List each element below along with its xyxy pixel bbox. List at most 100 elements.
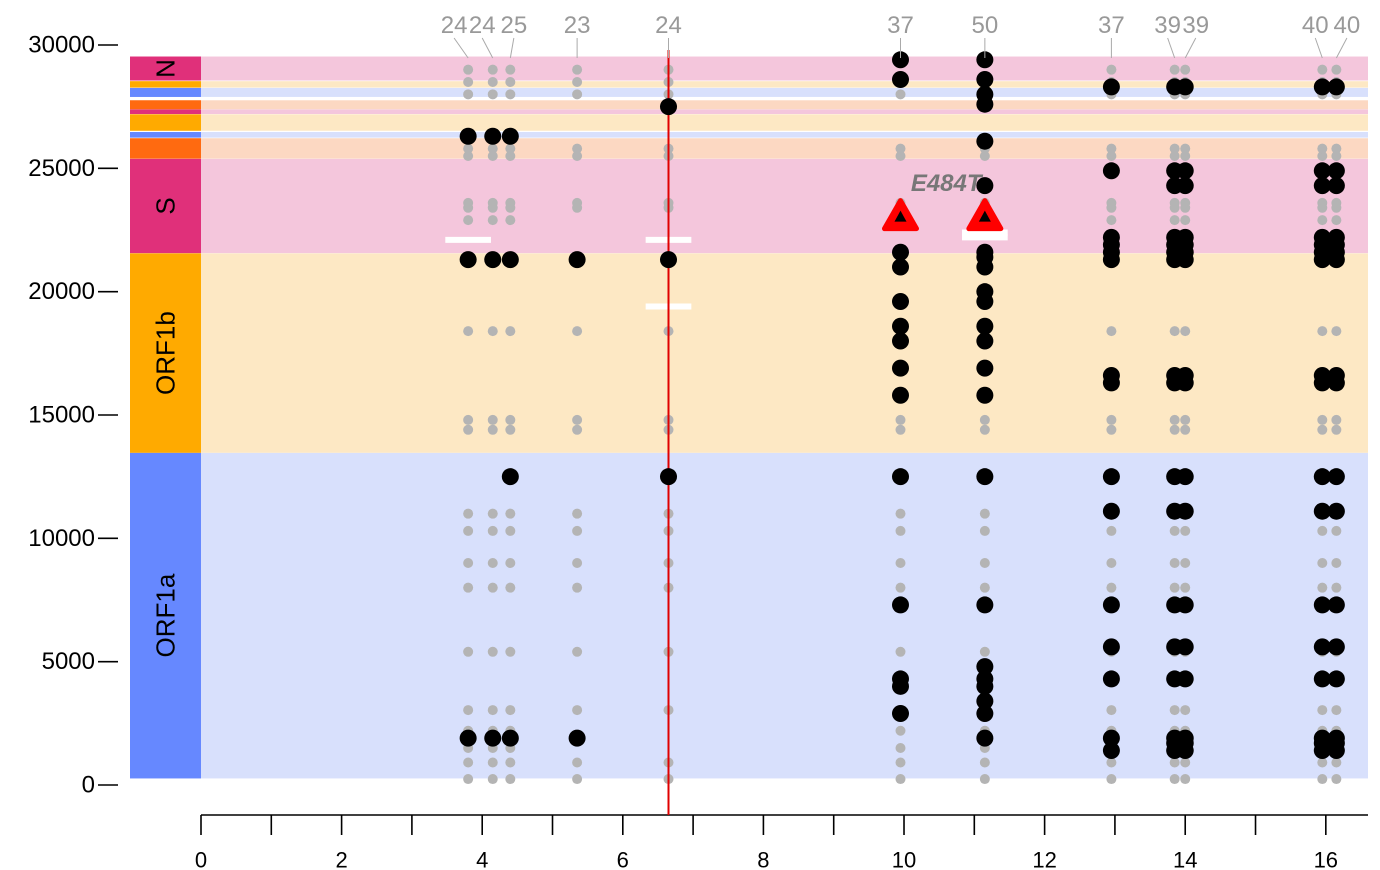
gray-point — [1180, 705, 1191, 716]
gray-point — [463, 143, 474, 154]
gene-segment — [130, 81, 201, 88]
black-point — [891, 317, 909, 335]
label-leader — [1167, 37, 1176, 59]
black-point — [1176, 228, 1194, 246]
gray-point — [895, 414, 906, 425]
gray-point — [1106, 197, 1117, 208]
gray-point — [1169, 582, 1180, 593]
gray-point — [1180, 64, 1191, 75]
black-point — [1327, 468, 1345, 486]
black-point — [1102, 638, 1120, 656]
black-point — [459, 127, 477, 145]
gene-segment — [130, 253, 201, 453]
black-point — [976, 658, 994, 676]
gray-point — [1180, 143, 1191, 154]
gray-point — [1331, 143, 1342, 154]
gray-point — [979, 757, 990, 768]
gray-point — [505, 705, 516, 716]
black-point — [976, 692, 994, 710]
black-point — [1102, 729, 1120, 747]
gene-band — [130, 87, 1368, 97]
gray-point — [487, 77, 498, 87]
black-point — [1327, 177, 1345, 195]
gene-band — [130, 253, 1368, 453]
gray-point — [572, 525, 583, 536]
gene-segment — [130, 114, 201, 131]
gray-point — [463, 558, 474, 568]
gray-point — [463, 525, 474, 536]
gray-point — [463, 424, 474, 435]
sample-count-label: 40 — [1334, 12, 1361, 39]
gray-point — [1331, 558, 1342, 568]
label-leader — [1314, 37, 1323, 59]
gray-point — [895, 646, 906, 657]
black-point — [1327, 670, 1345, 688]
black-point — [1102, 162, 1120, 180]
x-tick-label: 10 — [892, 848, 916, 870]
gray-point — [895, 89, 906, 100]
gray-point — [1331, 424, 1342, 435]
gray-point — [572, 89, 583, 100]
black-point — [976, 704, 994, 722]
gene-segment — [130, 138, 201, 159]
gray-point — [1106, 757, 1117, 768]
gray-point — [1331, 705, 1342, 716]
gene-bands — [130, 56, 1368, 779]
gray-point — [572, 143, 583, 154]
sample-count-label: 39 — [1182, 12, 1209, 39]
black-point — [1327, 729, 1345, 747]
sample-count-label: 50 — [972, 12, 999, 39]
black-point — [1102, 468, 1120, 486]
black-point — [891, 596, 909, 614]
gray-point — [1331, 774, 1342, 785]
gene-band — [130, 158, 1368, 254]
black-point — [976, 359, 994, 377]
black-point — [976, 283, 994, 301]
black-point — [660, 251, 678, 269]
gray-point — [463, 414, 474, 425]
black-point — [891, 386, 909, 404]
gray-point — [572, 151, 583, 161]
gray-point — [505, 424, 516, 435]
black-point — [484, 251, 502, 269]
black-point — [976, 468, 994, 486]
black-point — [501, 468, 519, 486]
gray-point — [979, 646, 990, 657]
gray-point — [895, 582, 906, 593]
black-point — [976, 85, 994, 103]
gray-point — [505, 414, 516, 425]
gray-point — [487, 64, 498, 75]
gray-point — [505, 757, 516, 768]
black-point — [1176, 162, 1194, 180]
gray-point — [487, 151, 498, 161]
black-point — [891, 704, 909, 722]
gray-point — [895, 743, 906, 753]
black-point — [1176, 502, 1194, 520]
black-point — [459, 251, 477, 269]
gray-point — [1106, 151, 1117, 161]
black-point — [1327, 638, 1345, 656]
gray-point — [505, 143, 516, 154]
label-leader — [1184, 37, 1197, 59]
gray-point — [505, 558, 516, 568]
x-tick-label: 14 — [1173, 848, 1197, 870]
gene-segment — [130, 100, 201, 110]
black-point — [1313, 670, 1331, 688]
black-point — [1313, 638, 1331, 656]
gray-point — [487, 705, 498, 716]
gray-point — [1331, 215, 1342, 226]
gray-point — [487, 326, 498, 337]
gray-point — [487, 197, 498, 208]
gray-point — [463, 151, 474, 161]
gray-point — [1331, 525, 1342, 536]
black-point — [976, 317, 994, 335]
gray-point — [979, 582, 990, 593]
gene-segment — [130, 56, 201, 81]
sample-count-label: 37 — [1098, 12, 1125, 39]
black-point — [660, 98, 678, 116]
black-point — [976, 177, 994, 195]
black-point — [891, 670, 909, 688]
gray-point — [572, 757, 583, 768]
gray-point — [463, 774, 474, 785]
black-point — [976, 596, 994, 614]
